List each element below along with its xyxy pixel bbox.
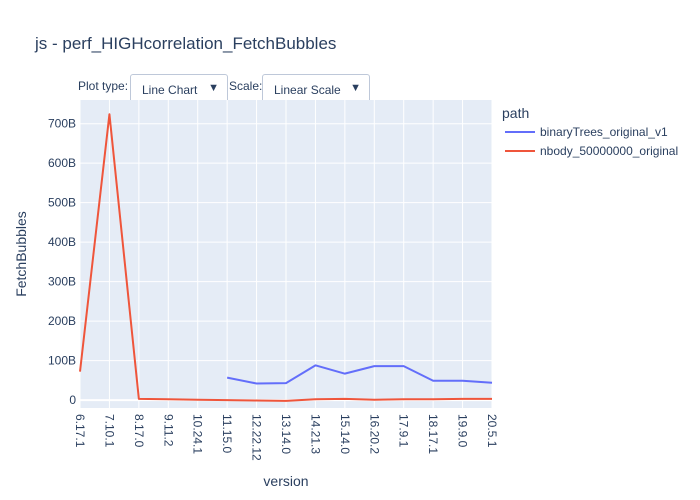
chart-title: js - perf_HIGHcorrelation_FetchBubbles [35, 34, 337, 53]
plot-type-value: Line Chart [142, 82, 198, 97]
legend-item-nbody[interactable]: nbody_50000000_original [505, 143, 678, 159]
x-tick-labels: 6.17.1 7.10.1 8.17.0 9.11.2 10.24.1 11.15.0 12… [73, 414, 499, 461]
y-tick-label: 0 [69, 393, 76, 407]
x-tick-label: 17.9.1 [397, 414, 411, 448]
legend-label: binaryTrees_original_v1 [540, 125, 668, 139]
y-tick-label: 400B [48, 235, 76, 249]
x-tick-label: 13.14.0 [279, 414, 293, 454]
y-tick-label: 100B [48, 354, 76, 368]
x-tick-label: 9.11.2 [161, 414, 175, 447]
series-lines [79, 113, 493, 402]
legend-title: path [502, 105, 530, 121]
y-tick-label: 300B [48, 275, 76, 289]
x-tick-label: 14.21.3 [308, 414, 322, 454]
scale-dropdown[interactable]: Linear Scale ▼ [262, 74, 370, 105]
x-tick-label: 10.24.1 [191, 414, 205, 454]
x-tick-label: 11.15.0 [220, 414, 234, 453]
y-tick-label: 500B [48, 196, 76, 210]
x-tick-label: 12.22.12 [250, 414, 264, 461]
x-tick-label: 20.5.1 [485, 414, 499, 448]
dropdown-arrow-icon: ▼ [208, 82, 219, 94]
y-tick-label: 200B [48, 314, 76, 328]
legend-swatch [505, 150, 535, 152]
y-tick-labels: 0 100B 200B 300B 400B 500B 600B 700B [48, 117, 76, 407]
grid-lines [79, 100, 493, 408]
plot-type-label: Plot type: [78, 79, 129, 93]
legend-label: nbody_50000000_original [540, 144, 679, 158]
x-axis-label: version [263, 473, 308, 489]
y-axis-label: FetchBubbles [13, 211, 29, 297]
x-tick-label: 15.14.0 [338, 414, 352, 454]
x-tick-label: 6.17.1 [73, 414, 87, 448]
legend-swatch [505, 131, 535, 133]
x-tick-label: 18.17.1 [426, 414, 440, 454]
x-tick-label: 19.9.0 [456, 414, 470, 448]
y-tick-label: 700B [48, 117, 76, 131]
x-tick-label: 7.10.1 [102, 414, 116, 448]
dropdown-arrow-icon: ▼ [350, 82, 361, 94]
scale-label: Scale: [229, 79, 263, 93]
x-tick-label: 16.20.2 [367, 414, 381, 454]
plot-type-dropdown[interactable]: Line Chart ▼ [130, 74, 228, 105]
scale-value: Linear Scale [274, 82, 341, 97]
series-line-2 [79, 113, 492, 402]
y-tick-label: 600B [48, 156, 76, 170]
legend-item-binarytrees[interactable]: binaryTrees_original_v1 [505, 124, 668, 140]
series-line-1 [226, 364, 493, 385]
x-tick-label: 8.17.0 [132, 414, 146, 448]
